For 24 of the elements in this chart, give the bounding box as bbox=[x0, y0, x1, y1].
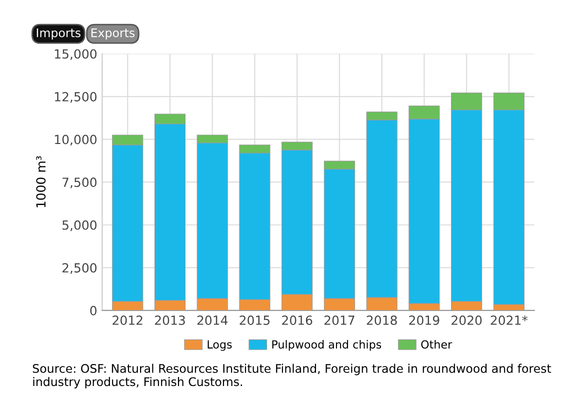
y-tick-label: 7,500 bbox=[62, 178, 97, 188]
x-tick-label: 2019 bbox=[409, 316, 440, 325]
x-tick-label: 2015 bbox=[240, 316, 270, 325]
x-tick-label: 2013 bbox=[155, 316, 185, 325]
x-tick-label: 2016 bbox=[282, 316, 312, 325]
x-tick-label: 2021* bbox=[490, 316, 528, 325]
text: Exports bbox=[91, 28, 135, 40]
x-tick-label: 2014 bbox=[197, 316, 228, 325]
legend-label: Logs bbox=[208, 340, 232, 351]
y-tick-label: 2,500 bbox=[62, 263, 97, 274]
y-tick-label: 5,000 bbox=[62, 220, 97, 232]
source-note: Source: OSF: Natural Resources Institute Finland, Foreign trade in roundwood and forest industry products, Finnish Customs. bbox=[32, 364, 552, 388]
y-tick-label: 10,000 bbox=[54, 134, 97, 146]
x-tick-label: 2018 bbox=[366, 316, 397, 325]
x-tick-label: 2017 bbox=[324, 316, 354, 325]
y-axis-title: 1000 m³ bbox=[36, 156, 46, 208]
x-tick-label: 2012 bbox=[112, 316, 142, 325]
y-tick-label: 0 bbox=[90, 306, 97, 316]
y-tick-label: 12,500 bbox=[54, 92, 97, 103]
text: Imports bbox=[36, 28, 80, 40]
y-tick-label: 15,000 bbox=[54, 49, 97, 60]
legend-label: Other bbox=[421, 340, 452, 349]
legend-label: Pulpwood and chips bbox=[272, 340, 382, 351]
x-tick-label: 2020 bbox=[452, 316, 482, 325]
